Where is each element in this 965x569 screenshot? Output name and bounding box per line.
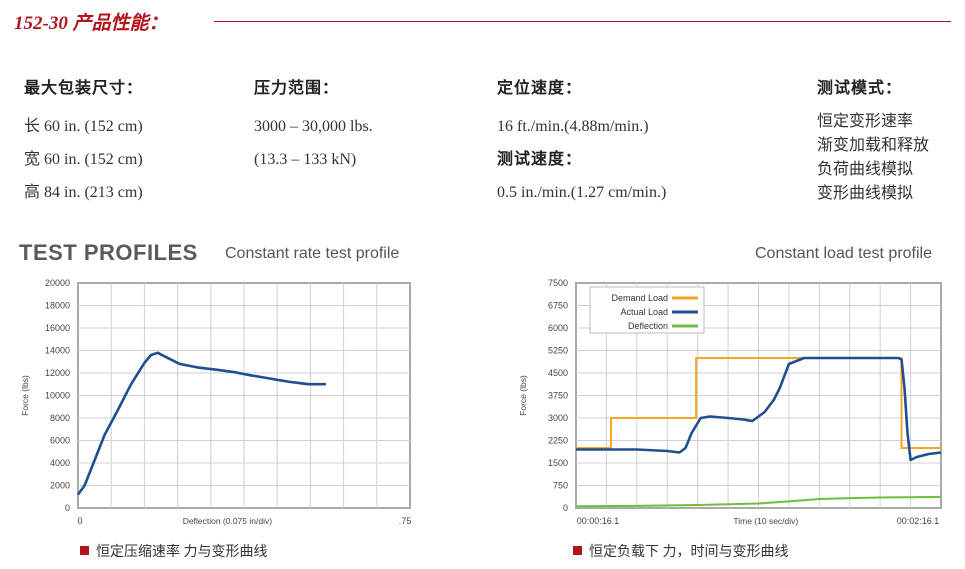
x-tick-label: 00:00:16.1 xyxy=(577,516,620,526)
y-tick-label: 8000 xyxy=(50,413,70,423)
x-tick-label: 00:02:16.1 xyxy=(897,516,940,526)
spec-speeds: 定位速度： 16 ft./min.(4.88m/min.) 测试速度： 0.5 … xyxy=(497,74,666,209)
y-tick-label: 6000 xyxy=(50,436,70,446)
y-tick-label: 7500 xyxy=(548,278,568,288)
constant-rate-chart: 0 2000 4000 6000 8000 10000 12000 14000 16000 180… xyxy=(20,278,412,526)
spec-value: 渐变加载和释放 xyxy=(817,137,930,154)
y-axis-label: Force (lbs) xyxy=(20,375,30,416)
spec-value: 3000 – 30,000 lbs. xyxy=(254,118,373,135)
spec-test-modes: 测试模式： 恒定变形速率 渐变加载和释放 负荷曲线模拟 变形曲线模拟 xyxy=(817,74,929,206)
y-tick-label: 6000 xyxy=(548,323,568,333)
caption-right: 恒定负载下 力，时间与变形曲线 xyxy=(573,541,789,561)
y-tick-label: 2250 xyxy=(548,436,568,446)
series-line-demand-load xyxy=(576,357,941,449)
legend-label: Demand Load xyxy=(611,293,668,303)
y-tick-label: 1500 xyxy=(548,458,568,468)
spec-value: 负荷曲线模拟 xyxy=(817,161,914,178)
spec-value: 0.5 in./min.(1.27 cm/min.) xyxy=(497,184,667,201)
spec-heading: 定位速度： xyxy=(497,80,583,97)
y-axis-label: Force (lbs) xyxy=(518,375,528,416)
y-tick-label: 12000 xyxy=(45,368,70,378)
y-tick-label: 4000 xyxy=(50,458,70,468)
chart-title-right: Constant load test profile xyxy=(755,245,932,262)
spec-value: 高 84 in. (213 cm) xyxy=(24,184,143,201)
y-tick-label: 5250 xyxy=(548,346,568,356)
caption-text: 恒定负载下 力，时间与变形曲线 xyxy=(589,545,789,560)
bullet-square-icon xyxy=(573,546,582,555)
spec-pressure-range: 压力范围： 3000 – 30,000 lbs. (13.3 – 133 kN) xyxy=(254,74,373,176)
spec-value: 变形曲线模拟 xyxy=(817,185,914,202)
chart-title-left: Constant rate test profile xyxy=(225,245,400,262)
x-axis-label: Time (10 sec/div) xyxy=(733,516,798,526)
x-tick-label: 0 xyxy=(77,516,82,526)
series-line-actual-load xyxy=(576,356,942,462)
series-line-0 xyxy=(76,351,326,496)
y-tick-label: 20000 xyxy=(45,278,70,288)
constant-load-chart: 0 750 1500 2250 3000 3750 4500 5250 6000 6750 7500… xyxy=(518,278,942,526)
y-tick-label: 4500 xyxy=(548,368,568,378)
y-tick-label: 14000 xyxy=(45,346,70,356)
spec-heading: 测试速度： xyxy=(497,151,583,168)
section-title: TEST PROFILES xyxy=(19,240,198,265)
spec-value: 16 ft./min.(4.88m/min.) xyxy=(497,118,649,135)
page-title: 152-30 产品性能： xyxy=(14,13,168,34)
y-tick-label: 750 xyxy=(553,481,568,491)
y-tick-label: 3000 xyxy=(548,413,568,423)
spec-max-package-size: 最大包装尺寸： 长 60 in. (152 cm) 宽 60 in. (152 … xyxy=(24,74,143,209)
y-tick-label: 0 xyxy=(65,503,70,513)
legend-label: Actual Load xyxy=(620,307,668,317)
y-tick-label: 0 xyxy=(563,503,568,513)
caption-text: 恒定压缩速率 力与变形曲线 xyxy=(96,545,268,560)
y-tick-label: 2000 xyxy=(50,481,70,491)
y-tick-label: 3750 xyxy=(548,391,568,401)
y-tick-label: 10000 xyxy=(45,391,70,401)
y-tick-label: 18000 xyxy=(45,301,70,311)
spec-value: 长 60 in. (152 cm) xyxy=(24,118,143,135)
y-tick-label: 16000 xyxy=(45,323,70,333)
spec-value: 宽 60 in. (152 cm) xyxy=(24,151,143,168)
spec-heading: 最大包装尺寸： xyxy=(24,80,144,97)
legend-label: Deflection xyxy=(628,321,668,331)
bullet-square-icon xyxy=(80,546,89,555)
x-axis-label: Deflection (0.075 in/div) xyxy=(183,516,272,526)
spec-heading: 测试模式： xyxy=(817,80,903,97)
spec-value: 恒定变形速率 xyxy=(817,113,914,130)
title-divider xyxy=(214,21,951,22)
spec-heading: 压力范围： xyxy=(254,80,340,97)
x-tick-label: .75 xyxy=(399,516,412,526)
caption-left: 恒定压缩速率 力与变形曲线 xyxy=(80,541,268,561)
spec-value: (13.3 – 133 kN) xyxy=(254,151,357,168)
series-line-deflection xyxy=(575,495,942,508)
y-tick-label: 6750 xyxy=(548,301,568,311)
